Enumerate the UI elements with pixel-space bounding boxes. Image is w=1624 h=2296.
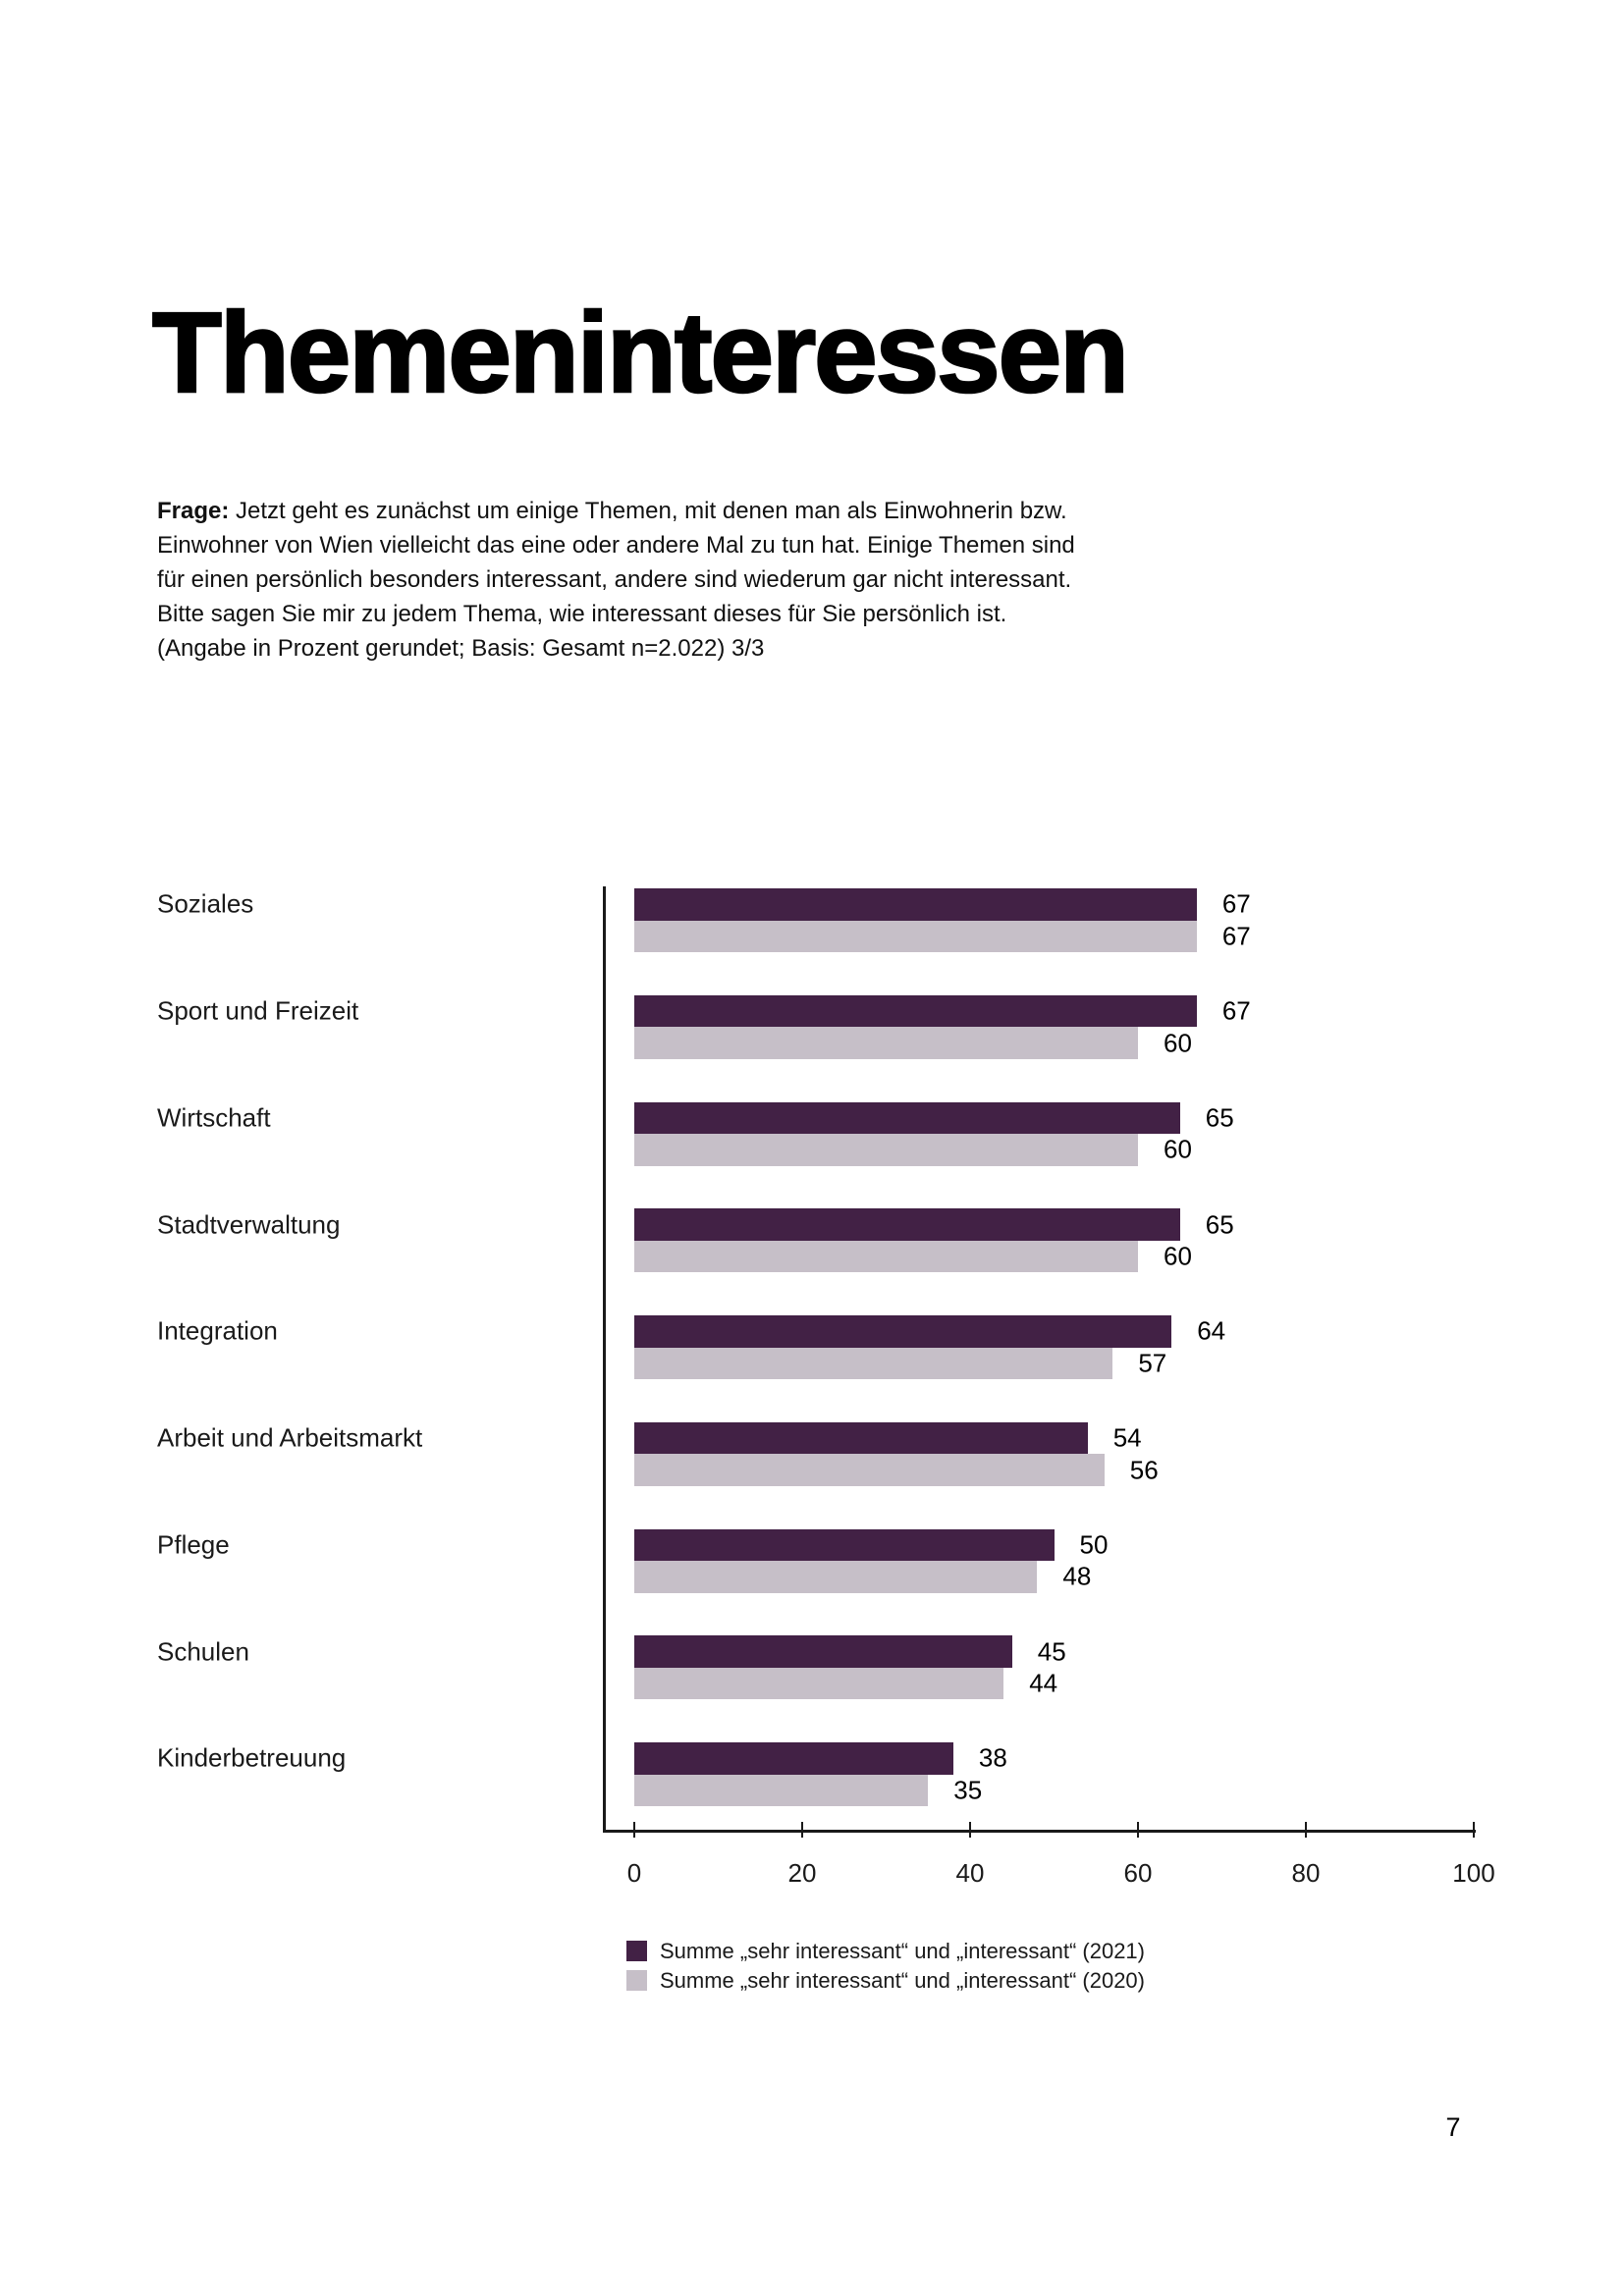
x-tick-100 — [1473, 1822, 1475, 1838]
legend-label-2021: Summe „sehr interessant“ und „interessan… — [660, 1938, 1145, 1963]
value-label-2021-2: 65 — [1205, 1102, 1234, 1133]
bar-2020-2 — [634, 1134, 1138, 1166]
page-number: 7 — [1445, 2112, 1461, 2142]
category-label-2: Wirtschaft — [157, 1102, 271, 1133]
bar-2020-5 — [634, 1454, 1105, 1486]
category-label-1: Sport und Freizeit — [157, 995, 359, 1026]
x-tick-0 — [633, 1822, 635, 1838]
x-tick-20 — [801, 1822, 803, 1838]
category-label-8: Kinderbetreuung — [157, 1742, 347, 1773]
bar-2020-3 — [634, 1240, 1138, 1273]
x-tick-label-40: 40 — [955, 1858, 985, 1888]
category-label-0: Soziales — [157, 888, 254, 919]
x-axis-line — [603, 1830, 1476, 1833]
bar-2021-5 — [634, 1421, 1088, 1455]
value-label-2021-3: 65 — [1205, 1209, 1234, 1239]
bar-2020-1 — [634, 1027, 1138, 1059]
bar-2020-7 — [634, 1667, 1004, 1700]
value-label-2021-4: 64 — [1197, 1315, 1226, 1346]
value-label-2020-2: 60 — [1164, 1134, 1192, 1164]
bar-2021-1 — [634, 994, 1197, 1028]
value-label-2020-0: 67 — [1221, 921, 1251, 951]
bar-2021-0 — [634, 888, 1197, 921]
question-body: Jetzt geht es zunächst um einige Themen,… — [157, 498, 1075, 662]
value-label-2020-8: 35 — [953, 1775, 983, 1805]
legend-swatch-2020 — [626, 1970, 647, 1991]
legend-swatch-2021 — [626, 1941, 647, 1961]
bar-2021-7 — [634, 1635, 1012, 1668]
category-label-6: Pflege — [157, 1529, 230, 1560]
value-label-2020-5: 56 — [1129, 1455, 1159, 1484]
value-label-2020-6: 48 — [1062, 1561, 1092, 1591]
value-label-2021-0: 67 — [1221, 888, 1251, 919]
bar-2021-4 — [634, 1315, 1172, 1348]
bar-2020-6 — [634, 1561, 1038, 1593]
value-label-2020-3: 60 — [1164, 1241, 1192, 1271]
value-label-2021-1: 67 — [1221, 995, 1251, 1026]
question-label: Frage: — [157, 498, 230, 524]
value-label-2021-7: 45 — [1037, 1636, 1066, 1666]
value-label-2020-7: 44 — [1029, 1668, 1058, 1698]
x-tick-40 — [969, 1822, 971, 1838]
category-label-7: Schulen — [157, 1636, 249, 1666]
bar-2021-2 — [634, 1101, 1180, 1134]
x-tick-label-60: 60 — [1123, 1858, 1153, 1888]
x-tick-label-0: 0 — [626, 1858, 642, 1888]
category-label-4: Integration — [157, 1315, 278, 1346]
x-tick-label-80: 80 — [1291, 1858, 1321, 1888]
bar-2021-6 — [634, 1528, 1055, 1561]
value-label-2020-1: 60 — [1164, 1028, 1192, 1057]
category-label-5: Arbeit und Arbeitsmarkt — [157, 1422, 423, 1453]
legend-label-2020: Summe „sehr interessant“ und „interessan… — [660, 1967, 1145, 1993]
y-axis-line — [603, 886, 606, 1833]
bar-2020-4 — [634, 1347, 1113, 1379]
bar-2021-3 — [634, 1208, 1180, 1241]
bar-2020-8 — [634, 1774, 929, 1806]
value-label-2021-5: 54 — [1112, 1422, 1142, 1453]
x-tick-80 — [1305, 1822, 1307, 1838]
question-text: Frage: Jetzt geht es zunächst um einige … — [157, 494, 1159, 666]
value-label-2021-8: 38 — [978, 1742, 1007, 1773]
bar-2020-0 — [634, 920, 1197, 952]
x-tick-60 — [1137, 1822, 1139, 1838]
x-tick-label-20: 20 — [787, 1858, 817, 1888]
bar-2021-8 — [634, 1742, 953, 1775]
value-label-2021-6: 50 — [1079, 1529, 1109, 1560]
page-title: Themeninteressen — [151, 288, 1131, 418]
category-label-3: Stadtverwaltung — [157, 1209, 341, 1239]
x-tick-label-100: 100 — [1452, 1858, 1495, 1888]
value-label-2020-4: 57 — [1138, 1348, 1167, 1378]
